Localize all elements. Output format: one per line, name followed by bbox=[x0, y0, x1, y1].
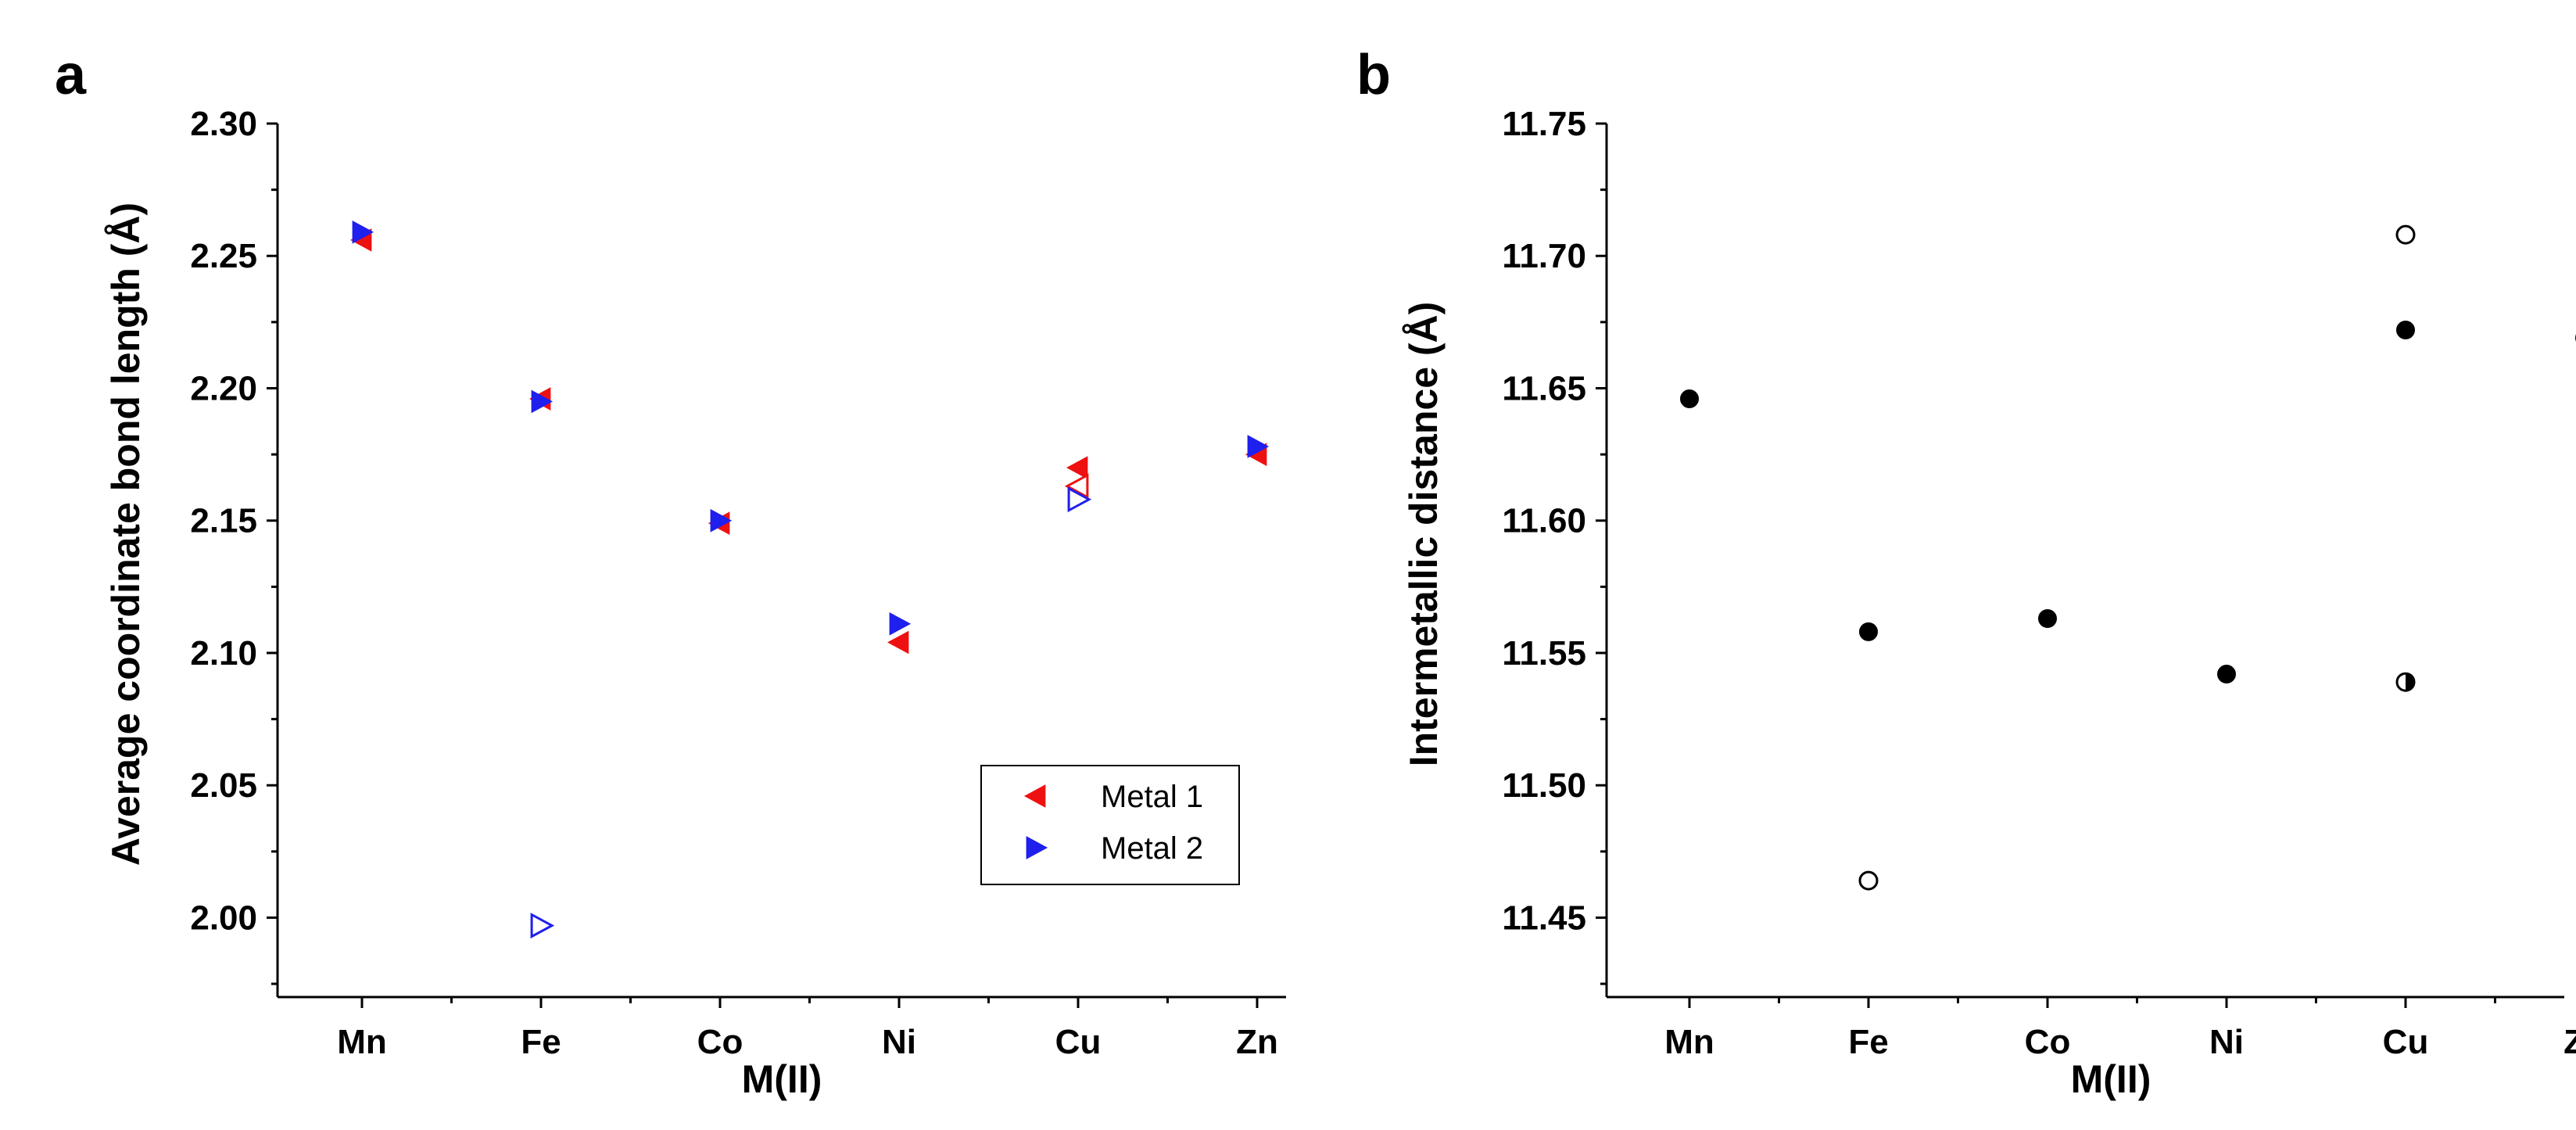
panel-a-x-tick-label: Co bbox=[697, 1023, 743, 1061]
panel-a-x-tick-label: Fe bbox=[521, 1023, 561, 1061]
panel-b-y-tick-label: 11.55 bbox=[1502, 634, 1586, 673]
panel-b-x-tick-label: Cu bbox=[2383, 1023, 2429, 1061]
panel-b: b 11.45 11.50 11.55 11.60 11.65 11.70 11.75 Mn F… bbox=[1356, 44, 2576, 1101]
panel-b-data-point bbox=[2217, 665, 2236, 684]
panel-a-metal-1-point bbox=[1064, 473, 1089, 500]
panel-a-metal-2-point bbox=[889, 612, 912, 636]
panel-a-x-axis-title: M(II) bbox=[742, 1057, 822, 1101]
panel-a-y-tick-label: 2.10 bbox=[190, 634, 257, 673]
panel-a-letter: a bbox=[55, 44, 87, 106]
legend-triangle-right bbox=[1026, 836, 1048, 859]
legend-label-metal-2: Metal 2 bbox=[1101, 831, 1203, 866]
panel-a-metal-1-point bbox=[887, 630, 909, 655]
panel-a-y-tick-label: 2.25 bbox=[190, 237, 257, 275]
panel-b-y-tick-label: 11.50 bbox=[1502, 766, 1586, 805]
panel-b-x-tick-label: Mn bbox=[1664, 1023, 1714, 1061]
panel-b-x-tick-label: Fe bbox=[1848, 1023, 1888, 1061]
panel-a-y-tick-label: 2.20 bbox=[190, 369, 257, 407]
panel-a-metal-2-point bbox=[531, 389, 554, 414]
panel-b-letter: b bbox=[1356, 44, 1391, 106]
panel-b-data-point bbox=[1858, 870, 1879, 891]
panel-b-x-axis-title: M(II) bbox=[2071, 1057, 2151, 1101]
panel-b-x-tick-label: Zn bbox=[2563, 1023, 2576, 1061]
panel-a-y-tick-label: 2.15 bbox=[190, 502, 257, 540]
panel-a-metal-2-point bbox=[1247, 435, 1270, 458]
panel-a-metal-2-point bbox=[1067, 486, 1092, 513]
panel-a-legend: Metal 1 Metal 2 bbox=[980, 765, 1240, 885]
panel-b-marks bbox=[1680, 224, 2576, 891]
panel-b-y-tick-label: 11.60 bbox=[1502, 502, 1586, 540]
panel-a-metal-2-point bbox=[530, 913, 555, 939]
panel-a-x-tick-label: Mn bbox=[337, 1023, 387, 1061]
panel-b-y-tick-label: 11.45 bbox=[1502, 899, 1586, 937]
panel-b-data-point bbox=[2396, 321, 2415, 340]
panel-a-axes: 2.00 2.05 2.10 2.15 2.20 2.25 2.30 Mn Fe Co Ni Cu Zn bbox=[190, 105, 1286, 1061]
panel-b-x-tick-label: Ni bbox=[2209, 1023, 2244, 1061]
legend-marker-metal-1 bbox=[1023, 784, 1046, 808]
panel-a: a 2.00 2.05 2.10 2.15 2.20 2.25 2.30 Mn Fe Co Ni Cu… bbox=[55, 44, 1286, 1101]
panel-a-x-tick-label: Cu bbox=[1055, 1023, 1102, 1061]
panel-a-y-tick-label: 2.30 bbox=[190, 105, 257, 143]
panel-a-metal-2-point bbox=[352, 220, 374, 244]
panel-b-data-point bbox=[2395, 672, 2416, 692]
panel-a-x-tick-label: Zn bbox=[1236, 1023, 1278, 1061]
panel-b-y-tick-label: 11.65 bbox=[1502, 369, 1586, 407]
panel-b-y-axis-title: Intermetallic distance (Å) bbox=[1402, 302, 1446, 767]
panel-a-x-tick-label: Ni bbox=[882, 1023, 916, 1061]
panel-b-y-tick-label: 11.70 bbox=[1502, 237, 1586, 275]
legend-box bbox=[980, 765, 1240, 885]
panel-a-y-tick-label: 2.00 bbox=[190, 899, 257, 937]
panel-a-marks bbox=[349, 220, 1270, 939]
panel-a-metal-2-point bbox=[710, 508, 733, 533]
panel-a-y-tick-label: 2.05 bbox=[190, 766, 257, 805]
panel-b-axes: 11.45 11.50 11.55 11.60 11.65 11.70 11.75 Mn Fe C… bbox=[1502, 105, 2576, 1061]
panel-b-data-point bbox=[2038, 608, 2057, 628]
legend-triangle-left bbox=[1023, 784, 1046, 808]
legend-label-metal-1: Metal 1 bbox=[1101, 780, 1203, 814]
panel-b-data-point bbox=[1680, 389, 1699, 409]
panel-a-y-axis-title: Average coordinate bond length (Å) bbox=[104, 203, 148, 866]
panel-b-x-tick-label: Co bbox=[2025, 1023, 2071, 1061]
legend-marker-metal-2 bbox=[1026, 836, 1048, 859]
panel-a-metal-1-point bbox=[1066, 456, 1088, 479]
panel-b-y-tick-label: 11.75 bbox=[1502, 105, 1586, 143]
panel-b-data-point-half-fill bbox=[2406, 673, 2415, 691]
panel-b-data-point bbox=[2395, 224, 2416, 245]
panel-b-data-point bbox=[1859, 622, 1878, 641]
